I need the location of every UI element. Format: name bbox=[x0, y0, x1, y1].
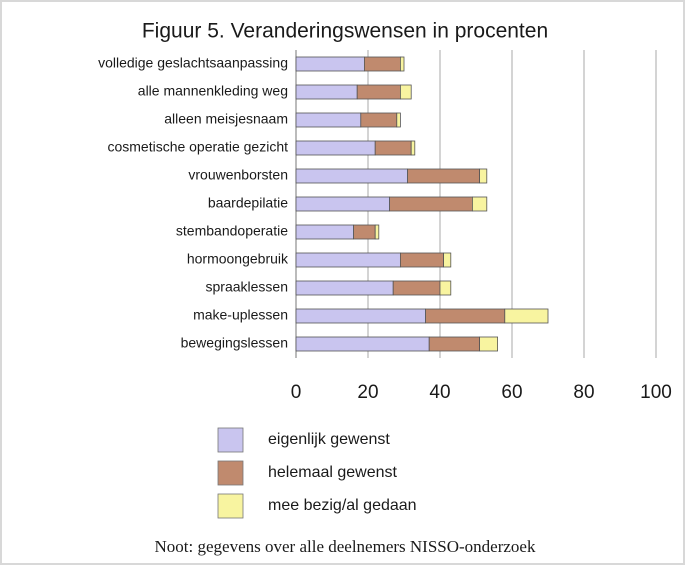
bar-segment bbox=[374, 140, 412, 156]
y-tick-label: alle mannenkleding weg bbox=[138, 83, 288, 99]
bar-segment bbox=[471, 196, 488, 212]
bar-segment bbox=[295, 168, 408, 184]
bar-segment bbox=[353, 224, 376, 240]
x-tick-label: 100 bbox=[640, 382, 672, 403]
bar-segment bbox=[374, 224, 380, 240]
bar-segment bbox=[439, 280, 452, 296]
y-tick-label: cosmetische operatie gezicht bbox=[107, 139, 288, 155]
bar-segment bbox=[295, 308, 427, 324]
y-tick-label: baardepilatie bbox=[208, 195, 288, 211]
legend-swatch bbox=[217, 427, 244, 453]
y-tick-label: volledige geslachtsaanpassing bbox=[98, 55, 288, 71]
chart-title: Figuur 5. Veranderingswensen in procente… bbox=[142, 20, 548, 43]
bar-segment bbox=[399, 84, 412, 100]
bar-segment bbox=[428, 336, 481, 352]
bar-segment bbox=[399, 56, 405, 72]
x-tick-label: 20 bbox=[357, 382, 378, 403]
bar-segment bbox=[396, 112, 401, 128]
x-tick-label: 40 bbox=[429, 382, 450, 403]
bar-segment bbox=[425, 308, 506, 324]
bar-segment bbox=[360, 112, 398, 128]
bar-segment bbox=[295, 196, 390, 212]
y-tick-label: make-uplessen bbox=[193, 307, 288, 323]
bar-segment bbox=[389, 196, 473, 212]
bar-segment bbox=[295, 140, 376, 156]
bar-segment bbox=[392, 280, 441, 296]
bar-segment bbox=[504, 308, 549, 324]
legend-label: helemaal gewenst bbox=[268, 464, 398, 481]
legend-swatch bbox=[217, 493, 244, 519]
bar-segment bbox=[356, 84, 401, 100]
bar-segment bbox=[295, 336, 430, 352]
bar-segment bbox=[295, 280, 394, 296]
bar-segment bbox=[295, 224, 354, 240]
y-tick-label: bewegingslessen bbox=[181, 335, 288, 351]
bar-segment bbox=[295, 252, 401, 268]
bar-segment bbox=[479, 168, 488, 184]
bar-segment bbox=[407, 168, 481, 184]
y-tick-label: spraaklessen bbox=[206, 279, 289, 295]
legend-swatch bbox=[217, 460, 244, 486]
bar-segment bbox=[399, 252, 444, 268]
bar-segment bbox=[410, 140, 416, 156]
y-tick-label: stembandoperatie bbox=[176, 223, 288, 239]
legend-label: mee bezig/al gedaan bbox=[268, 497, 417, 514]
x-tick-label: 80 bbox=[573, 382, 594, 403]
bar-segment bbox=[295, 84, 358, 100]
x-tick-label: 0 bbox=[291, 382, 302, 403]
bar-segment bbox=[295, 56, 365, 72]
bar-segment bbox=[295, 112, 362, 128]
x-tick-label: 60 bbox=[501, 382, 522, 403]
bar-segment bbox=[443, 252, 452, 268]
y-tick-label: vrouwenborsten bbox=[188, 167, 288, 183]
y-tick-label: alleen meisjesnaam bbox=[164, 111, 288, 127]
y-tick-label: hormoongebruik bbox=[187, 251, 289, 267]
legend-label: eigenlijk gewenst bbox=[268, 431, 390, 448]
bar-segment bbox=[363, 56, 401, 72]
bar-segment bbox=[479, 336, 499, 352]
note: Noot: gegevens over alle deelnemers NISS… bbox=[155, 537, 536, 556]
